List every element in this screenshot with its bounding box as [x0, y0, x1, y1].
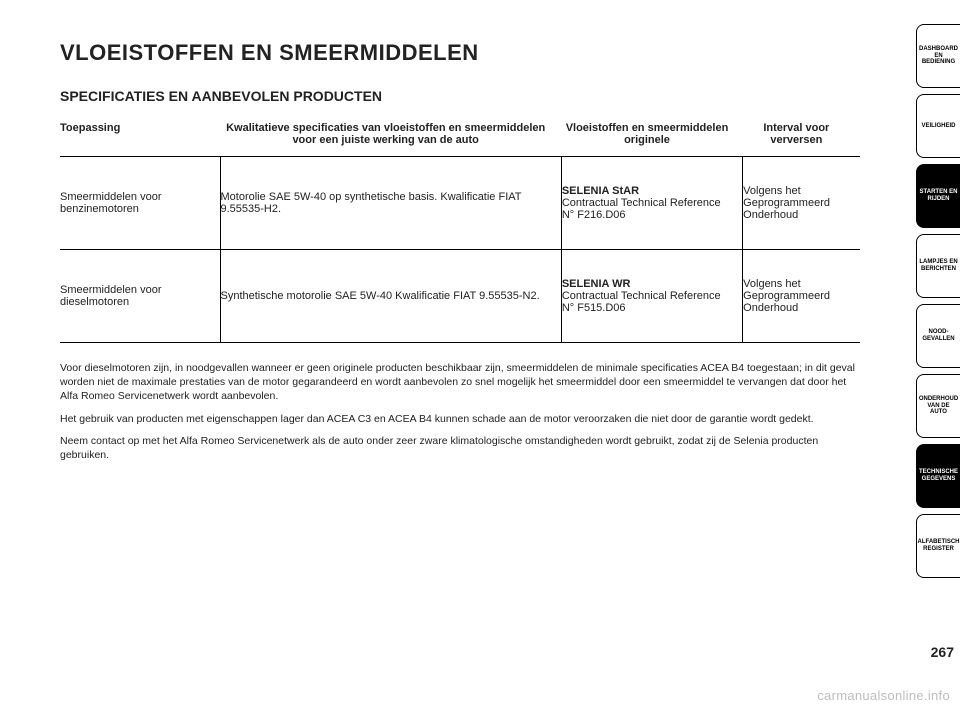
col-header-application: Toepassing — [60, 118, 220, 157]
side-tabs: DASHBOARD EN BEDIENING VEILIGHEID STARTEN … — [912, 24, 960, 664]
cell-interval: Volgens het Geprogrammeerd Onderhoud — [743, 157, 860, 250]
side-tab-label: DASHBOARD EN BEDIENING — [919, 46, 958, 66]
product-name: SELENIA StAR — [562, 185, 639, 197]
col-header-spec: Kwalitatieve specificaties van vloeistof… — [220, 118, 561, 157]
side-tab-label: NOOD-GEVALLEN — [919, 329, 958, 342]
side-tab-label: VEILIGHEID — [921, 123, 955, 130]
side-tab-label: STARTEN EN RIJDEN — [919, 189, 958, 202]
side-tab[interactable]: TECHNISCHE GEGEVENS — [916, 444, 960, 508]
footnote: Het gebruik van producten met eigenschap… — [60, 412, 860, 426]
side-tab[interactable]: VEILIGHEID — [916, 94, 960, 158]
col-header-interval: Interval voor verversen — [743, 118, 860, 157]
spec-table: Toepassing Kwalitatieve specificaties va… — [60, 118, 860, 343]
watermark: carmanualsonline.info — [817, 688, 950, 703]
cell-product: SELENIA StAR Contractual Technical Refer… — [561, 157, 742, 250]
product-ref: Contractual Technical Reference N° F515.… — [562, 290, 732, 314]
side-tab-label: ONDERHOUD VAN DE AUTO — [919, 396, 958, 416]
side-tab[interactable]: ONDERHOUD VAN DE AUTO — [916, 374, 960, 438]
cell-application: Smeermiddelen voor dieselmotoren — [60, 250, 220, 343]
cell-interval: Volgens het Geprogrammeerd Onderhoud — [743, 250, 860, 343]
side-tab[interactable]: NOOD-GEVALLEN — [916, 304, 960, 368]
cell-application: Smeermiddelen voor benzinemotoren — [60, 157, 220, 250]
side-tab-label: LAMPJES EN BERICHTEN — [919, 259, 958, 272]
table-header-row: Toepassing Kwalitatieve specificaties va… — [60, 118, 860, 157]
side-tab[interactable]: LAMPJES EN BERICHTEN — [916, 234, 960, 298]
section-subtitle: SPECIFICATIES EN AANBEVOLEN PRODUCTEN — [60, 88, 860, 104]
cell-product: SELENIA WR Contractual Technical Referen… — [561, 250, 742, 343]
side-tab-label: TECHNISCHE GEGEVENS — [919, 469, 958, 482]
col-header-product: Vloeistoffen en smeermiddelen originele — [561, 118, 742, 157]
footnotes: Voor dieselmotoren zijn, in noodgevallen… — [60, 361, 860, 462]
cell-spec: Motorolie SAE 5W-40 op synthetische basi… — [220, 157, 561, 250]
cell-spec: Synthetische motorolie SAE 5W-40 Kwalifi… — [220, 250, 561, 343]
page-number: 267 — [931, 644, 954, 660]
product-ref: Contractual Technical Reference N° F216.… — [562, 197, 732, 221]
page-title: VLOEISTOFFEN EN SMEERMIDDELEN — [60, 40, 860, 66]
footnote: Voor dieselmotoren zijn, in noodgevallen… — [60, 361, 860, 404]
side-tab[interactable]: STARTEN EN RIJDEN — [916, 164, 960, 228]
side-tab-label: ALFABETISCH REGISTER — [918, 539, 960, 552]
side-tab[interactable]: DASHBOARD EN BEDIENING — [916, 24, 960, 88]
table-row: Smeermiddelen voor dieselmotoren Synthet… — [60, 250, 860, 343]
page-content: VLOEISTOFFEN EN SMEERMIDDELEN SPECIFICAT… — [60, 40, 860, 660]
table-row: Smeermiddelen voor benzinemotoren Motoro… — [60, 157, 860, 250]
footnote: Neem contact op met het Alfa Romeo Servi… — [60, 434, 860, 462]
side-tab[interactable]: ALFABETISCH REGISTER — [916, 514, 960, 578]
product-name: SELENIA WR — [562, 278, 631, 290]
